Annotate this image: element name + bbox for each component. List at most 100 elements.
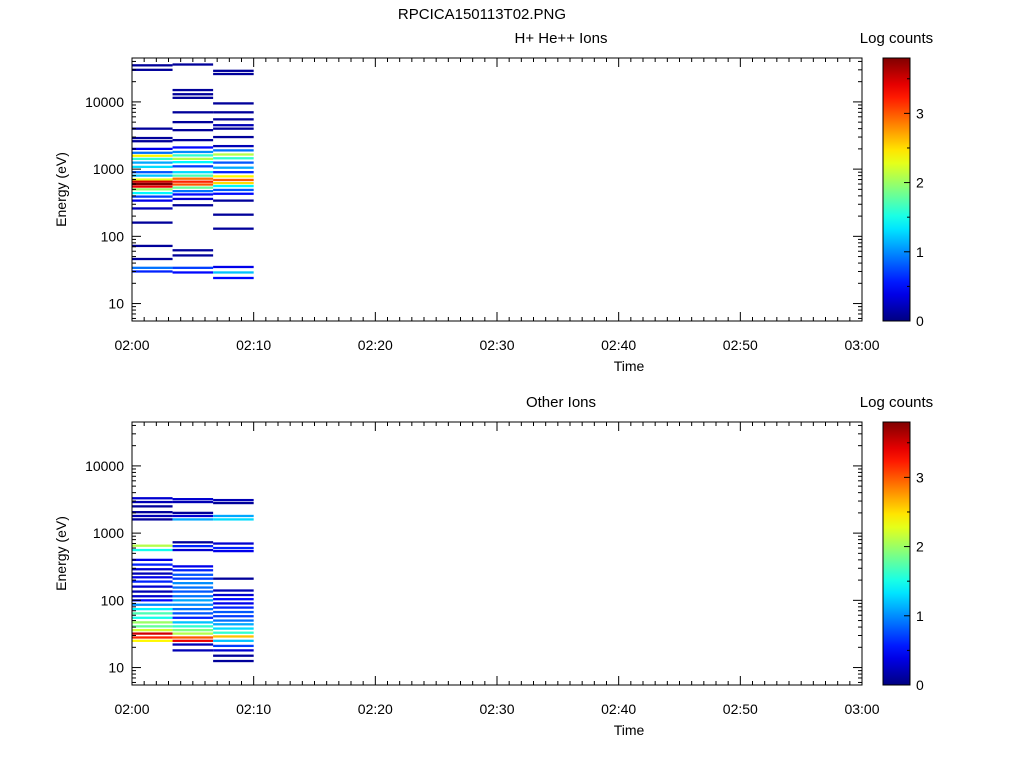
heatmap-cell: [213, 166, 254, 169]
x-tick-label: 03:00: [844, 701, 879, 717]
colorbar-tick-label: 0: [916, 677, 924, 693]
heatmap-cell: [213, 602, 254, 605]
x-tick-label: 03:00: [844, 337, 879, 353]
heatmap-cell: [132, 518, 173, 521]
heatmap-cell: [132, 199, 173, 202]
heatmap-cell: [172, 649, 214, 652]
heatmap-cell: [213, 135, 254, 139]
heatmap-cell: [172, 271, 214, 274]
heatmap-cell: [172, 632, 214, 635]
heatmap-cell: [172, 629, 214, 632]
colorbar-scale: [882, 57, 911, 322]
heatmap-cell: [213, 598, 254, 601]
heatmap-cell: [213, 265, 254, 269]
heatmap-cell: [172, 88, 214, 92]
heatmap-cell: [132, 599, 173, 602]
heatmap-cell: [172, 96, 214, 99]
heatmap-cell: [213, 153, 254, 156]
heatmap-cell: [172, 204, 214, 207]
panel-title: H+ He++ Ions: [515, 30, 608, 47]
heatmap-cell: [132, 171, 173, 174]
heatmap-cell: [213, 118, 254, 121]
heatmap-cell: [213, 227, 254, 230]
x-tick-label: 02:50: [723, 337, 758, 353]
heatmap-cell: [132, 195, 173, 198]
heatmap-cell: [132, 572, 173, 575]
heatmap-cell: [172, 607, 214, 611]
x-tick-label: 02:50: [723, 701, 758, 717]
heatmap-cell: [213, 213, 254, 216]
heatmap-cell: [132, 511, 173, 514]
x-axis-label: Time: [614, 722, 645, 738]
heatmap-cell: [172, 254, 214, 257]
heatmap-cell: [172, 595, 214, 598]
heatmap-cell: [172, 599, 214, 602]
heatmap-cell: [132, 266, 173, 269]
heatmap-cell: [172, 177, 214, 180]
x-tick-label: 02:00: [114, 701, 149, 717]
heatmap-cell: [172, 518, 214, 521]
heatmap-cell: [172, 157, 214, 161]
y-tick-label: 100: [101, 592, 125, 608]
x-tick-label: 02:30: [479, 701, 514, 717]
heatmap-cell: [132, 174, 173, 177]
heatmap-cell: [172, 120, 214, 124]
heatmap-cell: [213, 276, 254, 280]
heatmap-cell: [213, 181, 254, 185]
x-tick-label: 02:10: [236, 701, 271, 717]
heatmap-cell: [213, 161, 254, 164]
heatmap-cell: [213, 654, 254, 657]
y-tick-label: 10: [108, 296, 124, 312]
heatmap-cell: [132, 68, 173, 71]
colorbar: 0 1 2 3 Log counts: [860, 394, 933, 693]
heatmap-cell: [213, 72, 254, 76]
heatmap-cell: [213, 589, 254, 592]
panel-title: Other Ions: [526, 394, 596, 411]
heatmap-cell: [132, 500, 173, 504]
heatmap-cell: [132, 558, 173, 562]
heatmap-cell: [132, 603, 173, 606]
y-axis: 10 100 1000 10000: [85, 60, 862, 319]
heatmap-cell: [172, 569, 214, 572]
heatmap-cell: [132, 607, 173, 611]
colorbar-label: Log counts: [860, 30, 933, 47]
heatmap-cell: [213, 175, 254, 178]
heatmap-cell: [132, 563, 173, 566]
heatmap-cell: [213, 149, 254, 152]
heatmap-cell: [172, 146, 214, 149]
heatmap-cell: [213, 518, 254, 521]
y-tick-label: 10: [108, 660, 124, 676]
heatmap-cell: [132, 221, 173, 224]
heatmap-cell: [132, 497, 173, 500]
y-axis-label: Energy (eV): [53, 516, 69, 591]
heatmap-cell: [132, 151, 173, 154]
heatmap-cell: [132, 544, 173, 547]
figure-title: RPCICA150113T02.PNG: [398, 6, 566, 23]
heatmap-cell: [172, 111, 214, 114]
heatmap-cell: [213, 610, 254, 614]
heatmap-cell: [132, 568, 173, 571]
heatmap-cell: [172, 197, 214, 201]
heatmap-cell: [172, 190, 214, 193]
heatmap-cell: [172, 500, 214, 504]
heatmap-cell: [132, 514, 173, 518]
y-axis: 10 100 1000 10000: [85, 424, 862, 683]
heatmap-cell: [213, 627, 254, 630]
heatmap-cells: [132, 63, 254, 280]
heatmap-cell: [213, 144, 254, 148]
heatmap-cell: [132, 182, 173, 186]
heatmap-cell: [132, 270, 173, 273]
colorbar-tick-label: 0: [916, 313, 924, 329]
colorbar-tick-label: 1: [916, 244, 924, 260]
heatmap-cell: [172, 603, 214, 606]
x-tick-label: 02:30: [479, 337, 514, 353]
heatmap-cell: [172, 643, 214, 646]
heatmap-cell: [213, 199, 254, 202]
heatmap-cell: [213, 124, 254, 127]
x-tick-label: 02:00: [114, 337, 149, 353]
heatmap-cell: [213, 192, 254, 195]
heatmap-cell: [132, 178, 173, 181]
